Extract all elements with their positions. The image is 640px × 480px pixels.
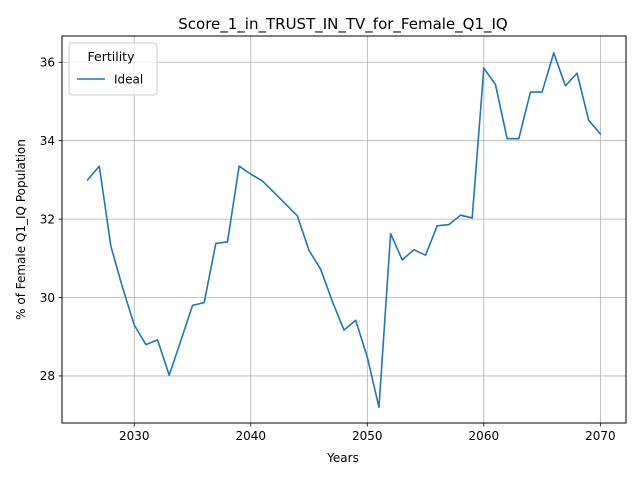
y-tick-label: 30: [40, 291, 55, 305]
x-axis-label: Years: [326, 451, 359, 465]
y-tick-label: 32: [40, 212, 55, 226]
y-tick-label: 28: [40, 369, 55, 383]
series-line-ideal: [86, 52, 602, 409]
y-axis-label: % of Female Q1_IQ Population: [14, 139, 28, 320]
y-tick-label: 34: [40, 134, 55, 148]
legend-title: Fertility: [88, 49, 136, 64]
plot-frame: [61, 35, 627, 424]
x-tick-label: 2060: [469, 429, 500, 443]
x-tick-label: 2070: [585, 429, 616, 443]
legend-box: [68, 42, 158, 96]
x-tick-label: 2050: [352, 429, 383, 443]
x-tick-label: 2030: [119, 429, 150, 443]
y-tick-label: 36: [40, 56, 55, 70]
grid-lines: [62, 36, 626, 423]
chart-title: Score_1_in_TRUST_IN_TV_for_Female_Q1_IQ: [178, 15, 508, 34]
y-axis-ticks: 28 30 32 34 36: [40, 56, 62, 383]
legend: Fertility Ideal: [68, 42, 158, 96]
legend-label-ideal: Ideal: [114, 73, 143, 87]
x-axis-ticks: 2030 2040 2050 2060 2070: [119, 423, 616, 443]
series-layer: [86, 52, 602, 409]
x-tick-label: 2040: [236, 429, 267, 443]
